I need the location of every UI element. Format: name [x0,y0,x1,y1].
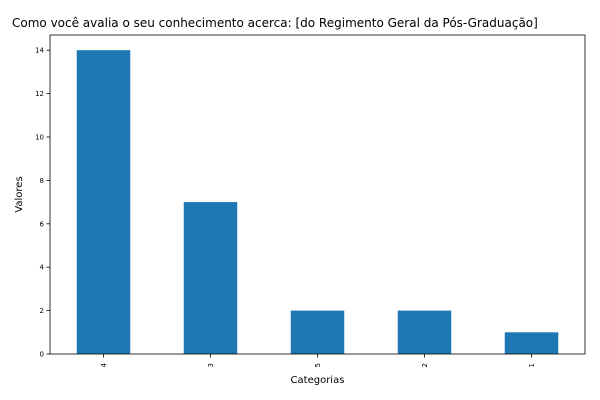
y-tick-label: 2 [40,307,44,315]
x-axis-label: Categorias [291,375,345,386]
bar-4 [76,50,131,354]
x-tick-label: 5 [314,363,322,367]
y-tick-label: 4 [40,264,45,272]
y-tick-label: 10 [35,133,44,141]
x-tick-label: 4 [100,362,108,367]
bar-1 [504,332,559,354]
y-axis-label: Valores [14,176,25,212]
bars-layer [76,50,559,354]
bar-5 [290,310,345,354]
chart-title: Como você avalia o seu conhecimento acer… [12,16,538,30]
y-tick-label: 14 [35,47,44,55]
y-tick-label: 8 [40,177,44,185]
x-tick-label: 2 [421,363,429,367]
bar-2 [397,310,452,354]
x-axis: 4 3 5 2 1 [100,354,536,367]
y-tick-label: 12 [35,90,44,98]
y-tick-label: 6 [40,220,45,228]
x-tick-label: 3 [207,363,215,367]
x-tick-label: 1 [528,363,536,367]
y-tick-label: 0 [40,351,44,359]
y-axis: 0 2 4 6 8 10 12 14 [35,47,50,359]
bar-3 [183,202,238,354]
